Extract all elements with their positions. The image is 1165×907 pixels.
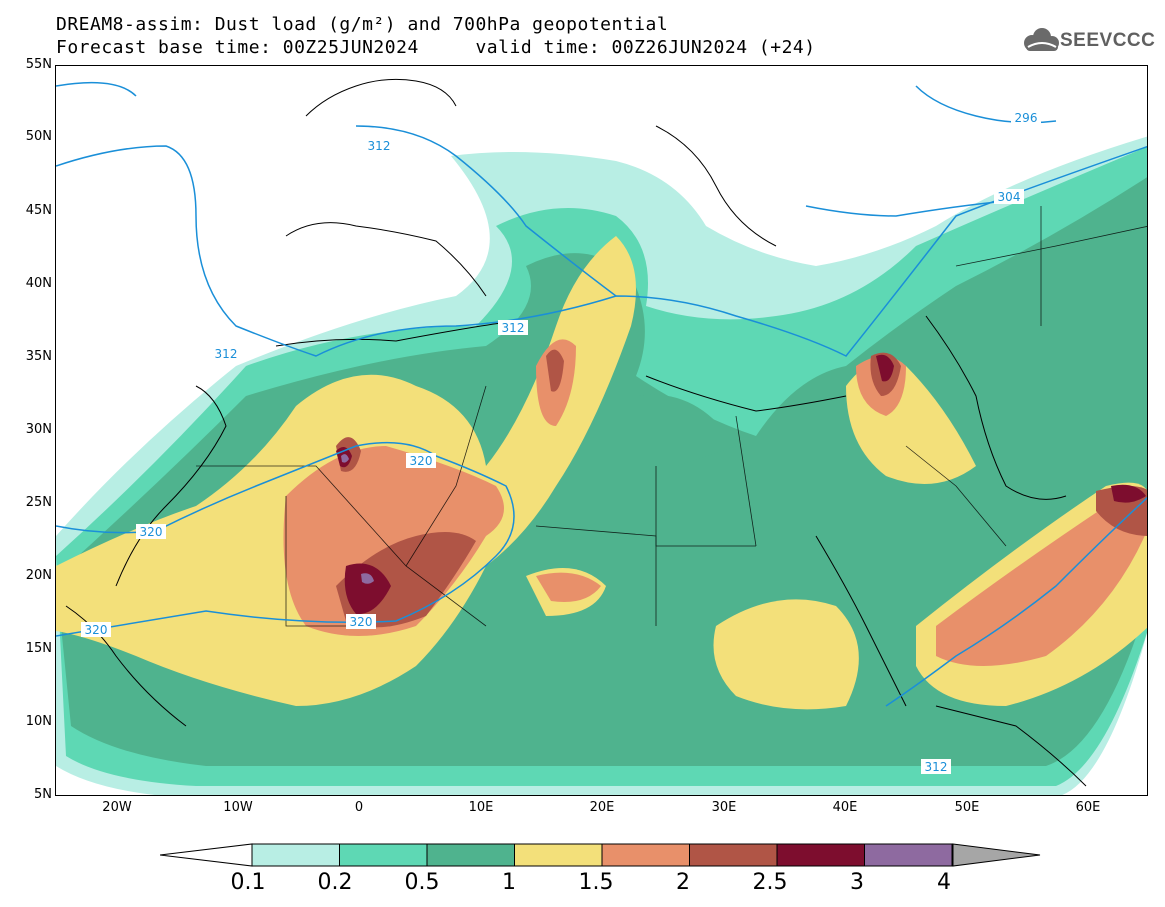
lon-label: 10E (468, 800, 494, 815)
lat-label: 10N (25, 714, 52, 729)
colorbar (160, 843, 1041, 867)
contour-label: 312 (925, 760, 948, 774)
lat-label: 50N (25, 129, 52, 144)
lon-label: 50E (954, 800, 980, 815)
colorbar-label: 1 (502, 870, 516, 895)
lat-label: 35N (25, 349, 52, 364)
coastlines (65, 78, 1087, 787)
dust-level-3 (341, 454, 374, 584)
colorbar-label: 4 (937, 870, 951, 895)
lat-label: 25N (25, 495, 52, 510)
lat-label: 20N (25, 568, 52, 583)
colorbar-cell (426, 843, 515, 867)
lat-label: 30N (25, 422, 52, 437)
lat-label: 55N (25, 57, 52, 72)
lat-label: 5N (34, 787, 52, 802)
lon-label: 60E (1075, 800, 1101, 815)
colorbar-min-arrow (160, 843, 253, 867)
lat-label: 45N (25, 203, 52, 218)
contour-label: 312 (215, 347, 238, 361)
contour-label: 320 (140, 525, 163, 539)
colorbar-cell (514, 843, 603, 867)
colorbar-label: 1.5 (578, 870, 614, 895)
forecast-time-subtitle: Forecast base time: 00Z25JUN2024 valid t… (56, 37, 816, 58)
dust-load-field: 296 304 312 312 312 312 320 320 320 320 (56, 78, 1147, 795)
lon-label: 0 (354, 800, 364, 815)
map-title: DREAM8-assim: Dust load (g/m²) and 700hP… (56, 14, 669, 35)
contour-labels: 296 304 312 312 312 312 320 320 320 320 (81, 110, 1041, 774)
lat-label: 40N (25, 276, 52, 291)
colorbar-label: 3 (850, 870, 864, 895)
colorbar-cell (339, 843, 428, 867)
lon-label: 40E (832, 800, 858, 815)
colorbar-cell (689, 843, 778, 867)
contour-label: 320 (350, 615, 373, 629)
colorbar-label: 0.2 (317, 870, 353, 895)
colorbar-max-arrow (952, 843, 1041, 867)
lon-label: 20E (589, 800, 615, 815)
seevccc-logo-text: SEEVCCC (1060, 30, 1156, 51)
contour-label: 296 (1015, 111, 1038, 125)
colorbar-label: 2 (676, 870, 690, 895)
colorbar-cell (601, 843, 690, 867)
contour-label: 312 (368, 139, 391, 153)
contour-label: 320 (85, 623, 108, 637)
colorbar-cell (776, 843, 865, 867)
lon-label: 30E (711, 800, 737, 815)
lon-label: 20W (102, 800, 132, 815)
colorbar-cell (251, 843, 340, 867)
colorbar-label: 0.5 (404, 870, 440, 895)
colorbar-label: 0.1 (230, 870, 266, 895)
lat-label: 15N (25, 641, 52, 656)
cloud-logo-icon (1024, 28, 1059, 51)
lon-label: 10W (223, 800, 253, 815)
contour-label: 320 (410, 454, 433, 468)
contour-label: 312 (502, 321, 525, 335)
colorbar-label: 2.5 (752, 870, 788, 895)
country-borders (196, 206, 1147, 627)
contour-label: 304 (998, 190, 1021, 204)
dust-map: 296 304 312 312 312 312 320 320 320 320 (55, 65, 1148, 796)
colorbar-cell (864, 843, 953, 867)
